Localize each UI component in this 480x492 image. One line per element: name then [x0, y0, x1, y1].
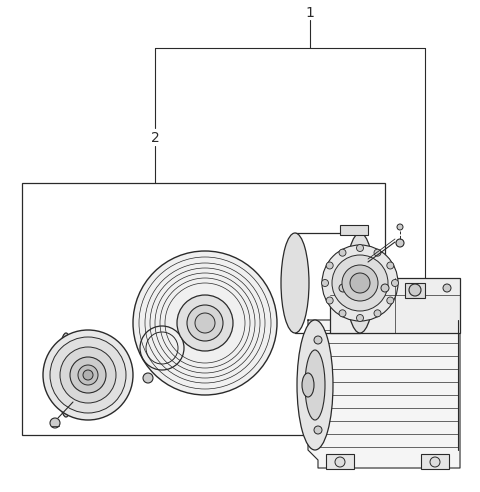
Ellipse shape — [332, 255, 388, 311]
Circle shape — [381, 284, 389, 292]
Circle shape — [322, 279, 328, 286]
Circle shape — [339, 284, 347, 292]
Ellipse shape — [281, 233, 309, 333]
Circle shape — [326, 262, 333, 269]
Circle shape — [339, 310, 346, 317]
Ellipse shape — [133, 251, 277, 395]
Circle shape — [387, 297, 394, 304]
Ellipse shape — [346, 233, 374, 333]
Circle shape — [430, 457, 440, 467]
Circle shape — [339, 249, 346, 256]
Circle shape — [335, 457, 345, 467]
Circle shape — [326, 297, 333, 304]
Circle shape — [357, 245, 363, 251]
Circle shape — [314, 426, 322, 434]
Ellipse shape — [50, 337, 126, 413]
Circle shape — [396, 239, 404, 247]
Ellipse shape — [195, 313, 215, 333]
Ellipse shape — [302, 373, 314, 397]
Circle shape — [387, 262, 394, 269]
Ellipse shape — [342, 265, 378, 301]
Polygon shape — [308, 320, 460, 468]
Text: 1: 1 — [306, 6, 314, 20]
Ellipse shape — [70, 357, 106, 393]
Bar — [340, 225, 368, 235]
Ellipse shape — [297, 320, 333, 450]
Ellipse shape — [83, 370, 93, 380]
Ellipse shape — [177, 295, 233, 351]
Ellipse shape — [78, 365, 98, 385]
Bar — [421, 454, 449, 469]
Ellipse shape — [305, 350, 325, 420]
Bar — [22, 183, 385, 435]
Circle shape — [409, 284, 421, 296]
Circle shape — [374, 249, 381, 256]
Circle shape — [314, 336, 322, 344]
Text: 2: 2 — [151, 131, 159, 145]
Bar — [330, 278, 460, 333]
Circle shape — [374, 310, 381, 317]
Circle shape — [392, 279, 398, 286]
Ellipse shape — [58, 333, 74, 417]
Ellipse shape — [43, 330, 133, 420]
Bar — [326, 454, 354, 469]
Circle shape — [397, 224, 403, 230]
Circle shape — [143, 373, 153, 383]
Bar — [405, 283, 425, 298]
Circle shape — [50, 418, 60, 428]
Circle shape — [443, 284, 451, 292]
Ellipse shape — [187, 305, 223, 341]
Ellipse shape — [322, 245, 398, 321]
Circle shape — [357, 314, 363, 321]
Ellipse shape — [350, 273, 370, 293]
Ellipse shape — [60, 347, 116, 403]
